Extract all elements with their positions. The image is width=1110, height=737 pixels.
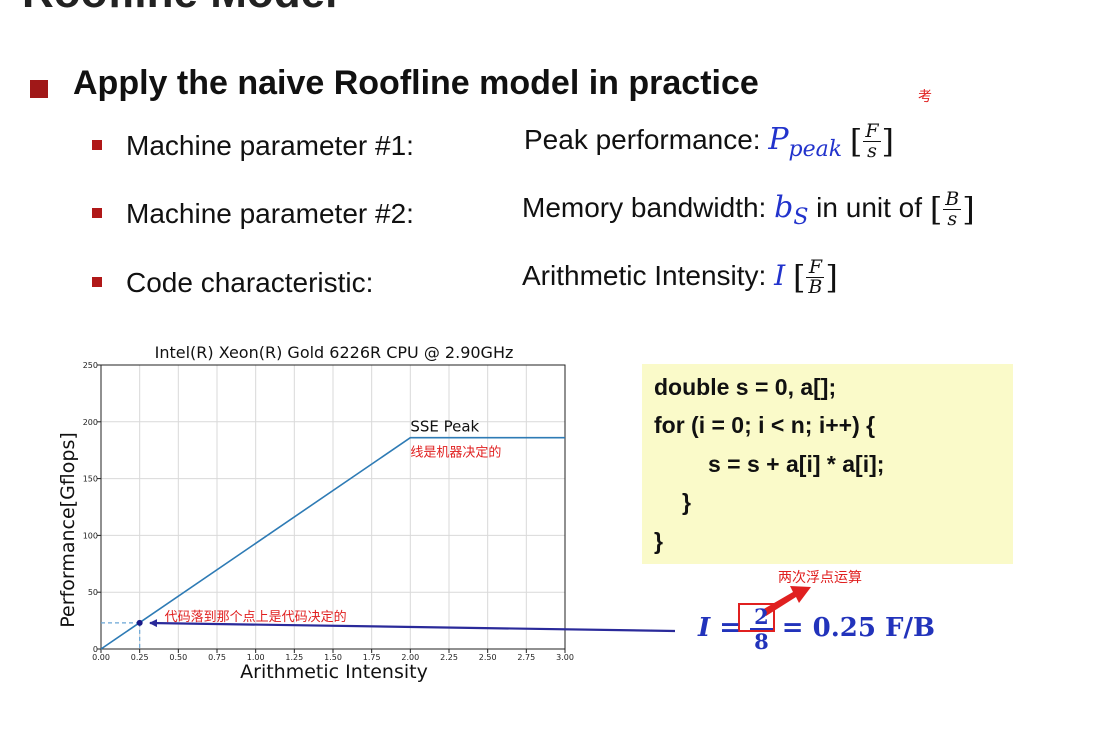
machine-annotation: 线是机器决定的 <box>410 445 501 461</box>
x-tick-label: 0.50 <box>169 653 187 662</box>
intensity-formula: I = 2 8 = 0.25 F/B <box>698 605 935 653</box>
formula-eq-1: = <box>719 613 742 644</box>
param-3-desc-text: Arithmetic Intensity: <box>522 259 775 291</box>
code-line-3: s = s + a[i] * a[i]; <box>708 451 885 477</box>
code-point-annotation: 代码落到那个点上是代码决定的 <box>165 609 347 625</box>
formula-to-point-arrow <box>149 619 676 633</box>
x-tick-label: 2.75 <box>517 653 535 662</box>
param-1-label: Machine parameter #1: <box>126 130 414 161</box>
param-1-bracket-close: ] <box>881 122 895 161</box>
param-2-unit-den: s <box>947 208 958 231</box>
chart-ticks: 0.00 0.25 0.50 0.75 1.00 1.25 1.50 1.75 2.00 2.25… <box>83 361 574 662</box>
numerator-highlight <box>738 603 775 632</box>
slide-title: Roofline Model <box>22 0 337 18</box>
param-2-symbol: bS <box>774 190 808 230</box>
formula-num: 2 <box>750 605 773 631</box>
formula-rhs: 0.25 F/B <box>812 613 935 644</box>
formula-eq-2: = <box>781 613 804 644</box>
x-tick-label: 1.75 <box>363 653 381 662</box>
sse-peak-label: SSE Peak <box>410 418 479 436</box>
param-2-bullet <box>92 208 102 218</box>
formula-lhs: I <box>698 613 711 644</box>
formula-fraction: 2 8 <box>750 605 773 653</box>
param-3-symbol: I <box>774 258 786 292</box>
param-1-unit-den: s <box>867 140 877 163</box>
y-tick-label: 200 <box>83 418 98 427</box>
y-tick-label: 150 <box>83 475 98 484</box>
param-3-desc: Arithmetic Intensity: I [F B] <box>522 258 838 297</box>
code-line-2: for (i = 0; i < n; i++) { <box>654 412 876 438</box>
x-tick-label: 1.00 <box>247 653 265 662</box>
chart-title: Intel(R) Xeon(R) Gold 6226R CPU @ 2.90GH… <box>155 343 514 362</box>
y-tick-label: 50 <box>88 588 98 597</box>
code-line-1: double s = 0, a[]; <box>654 374 837 400</box>
param-3-unit-den: B <box>808 276 823 298</box>
code-point-marker <box>136 619 143 626</box>
y-tick-label: 100 <box>83 531 98 540</box>
param-1-unit-num: F <box>863 120 881 143</box>
roofline-series-line <box>100 436 565 650</box>
param-1-desc-text: Peak performance: <box>524 124 769 155</box>
param-3-bracket-open: [ <box>792 258 806 297</box>
param-1-bracket-open: [ <box>849 122 863 161</box>
plot-frame <box>100 364 566 650</box>
param-2-unit-num: B <box>943 188 962 211</box>
slide-heading: Apply the naive Roofline model in practi… <box>73 64 759 102</box>
param-2-unit-text: in unit of <box>808 192 930 223</box>
y-tick-label: 250 <box>83 361 98 370</box>
param-2-symbol-base: b <box>774 190 794 225</box>
x-axis-label: Arithmetic Intensity <box>240 661 428 683</box>
x-tick-label: 1.50 <box>324 653 342 662</box>
param-2-desc-text: Memory bandwidth: <box>522 192 775 223</box>
x-tick-label: 0.00 <box>92 653 110 662</box>
heading-bullet <box>30 80 48 98</box>
param-2-symbol-sub: S <box>793 205 809 230</box>
param-3-label: Code characteristic: <box>126 267 374 298</box>
x-tick-label: 0.75 <box>208 653 226 662</box>
param-3-bullet <box>92 277 102 287</box>
param-3-bracket-close: ] <box>825 258 838 297</box>
formula-den: 8 <box>754 629 769 655</box>
param-1-symbol-base: P <box>768 122 789 157</box>
param-2-label: Machine parameter #2: <box>126 198 414 229</box>
x-tick-label: 3.00 <box>556 653 574 662</box>
code-box: double s = 0, a[]; for (i = 0; i < n; i+… <box>642 364 1013 564</box>
flops-annotation: 两次浮点运算 <box>778 569 862 585</box>
x-tick-label: 1.25 <box>285 653 303 662</box>
param-3-unit-num: F <box>806 258 825 278</box>
param-2-bracket-close: ] <box>962 190 975 229</box>
x-tick-label: 2.25 <box>440 653 458 662</box>
chart-series <box>100 436 565 650</box>
y-tick-label: 0 <box>93 645 98 654</box>
x-tick-label: 0.25 <box>131 653 149 662</box>
x-tick-label: 2.00 <box>401 653 419 662</box>
param-1-bullet <box>92 140 102 150</box>
exam-mark: 考 <box>918 88 932 104</box>
x-tick-label: 2.50 <box>479 653 497 662</box>
y-axis-label: Performance[Gflops] <box>57 432 79 628</box>
code-line-4: } <box>682 489 691 515</box>
param-1-symbol: Ppeak <box>768 122 842 162</box>
param-2-bracket-open: [ <box>929 190 943 229</box>
code-line-5: } <box>654 528 663 554</box>
param-1-symbol-sub: peak <box>788 137 843 162</box>
